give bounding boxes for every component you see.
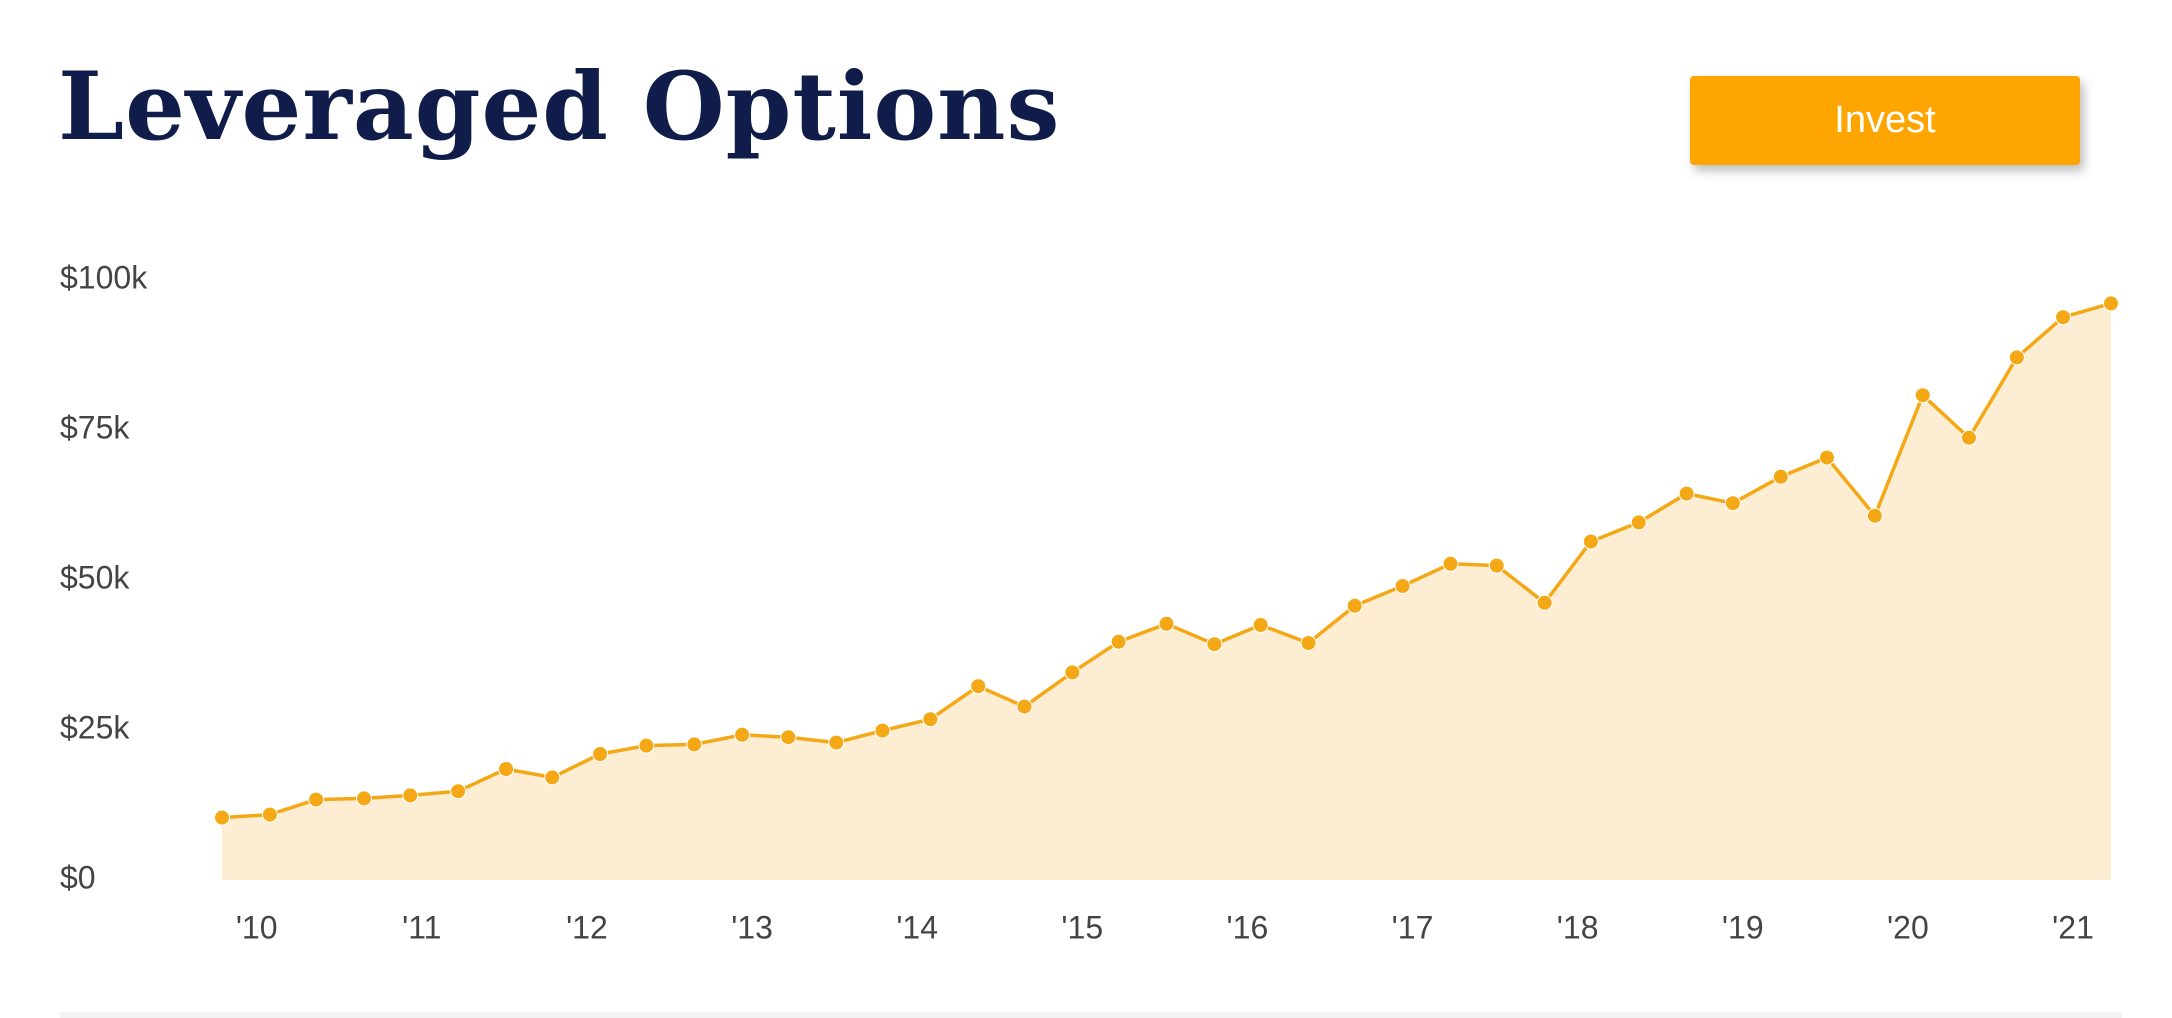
point bbox=[1536, 594, 1553, 611]
x-tick-label: '14 bbox=[896, 909, 938, 945]
point bbox=[2055, 309, 2072, 326]
x-tick-label: '12 bbox=[566, 909, 608, 945]
point bbox=[1064, 664, 1081, 681]
point bbox=[1252, 617, 1269, 633]
point bbox=[261, 806, 278, 823]
area bbox=[222, 303, 2111, 880]
x-tick-label: '10 bbox=[236, 909, 278, 945]
point bbox=[1818, 449, 1835, 466]
point bbox=[1442, 555, 1459, 572]
x-tick-label: '16 bbox=[1227, 909, 1269, 945]
x-tick-label: '18 bbox=[1557, 909, 1599, 945]
point bbox=[922, 711, 939, 728]
y-tick-label: $0 bbox=[60, 859, 96, 895]
x-tick-label: '13 bbox=[731, 909, 773, 945]
point bbox=[1678, 485, 1695, 502]
footer-divider bbox=[60, 1012, 2122, 1018]
point bbox=[356, 790, 373, 807]
point bbox=[1300, 635, 1317, 651]
point bbox=[498, 761, 515, 777]
point bbox=[214, 809, 230, 826]
invest-button[interactable]: Invest bbox=[1690, 76, 2080, 165]
point bbox=[402, 787, 419, 804]
point bbox=[544, 769, 561, 786]
x-tick-label: '17 bbox=[1392, 909, 1434, 945]
point bbox=[592, 746, 609, 762]
point bbox=[1346, 597, 1363, 614]
point bbox=[828, 734, 845, 751]
point bbox=[1488, 557, 1505, 574]
point bbox=[2103, 295, 2119, 312]
x-tick-label: '20 bbox=[1887, 909, 1929, 945]
point bbox=[874, 722, 891, 739]
x-tick-label: '15 bbox=[1061, 909, 1103, 945]
point bbox=[734, 726, 751, 743]
point bbox=[1772, 468, 1789, 485]
point bbox=[450, 783, 467, 800]
point bbox=[308, 791, 325, 808]
point bbox=[1206, 636, 1223, 653]
point bbox=[1630, 514, 1647, 531]
point bbox=[1582, 533, 1599, 550]
point bbox=[1866, 507, 1883, 524]
point bbox=[686, 736, 703, 753]
x-tick-label: '11 bbox=[402, 909, 441, 945]
point bbox=[2008, 349, 2025, 366]
point bbox=[1960, 429, 1977, 446]
chart-title: Leveraged Options bbox=[58, 52, 1061, 162]
point bbox=[1394, 578, 1411, 594]
y-tick-label: $25k bbox=[60, 709, 130, 745]
y-tick-label: $100k bbox=[60, 259, 148, 295]
point bbox=[1110, 633, 1127, 650]
y-tick-label: $50k bbox=[60, 559, 130, 595]
point bbox=[638, 737, 655, 754]
x-tick-label: '19 bbox=[1722, 909, 1764, 945]
x-tick-label: '21 bbox=[2052, 909, 2094, 945]
point bbox=[970, 678, 987, 695]
point bbox=[1914, 387, 1931, 404]
point bbox=[1016, 698, 1033, 715]
point bbox=[1724, 495, 1741, 512]
y-tick-label: $75k bbox=[60, 409, 130, 445]
point bbox=[1158, 615, 1175, 632]
point bbox=[780, 729, 797, 746]
